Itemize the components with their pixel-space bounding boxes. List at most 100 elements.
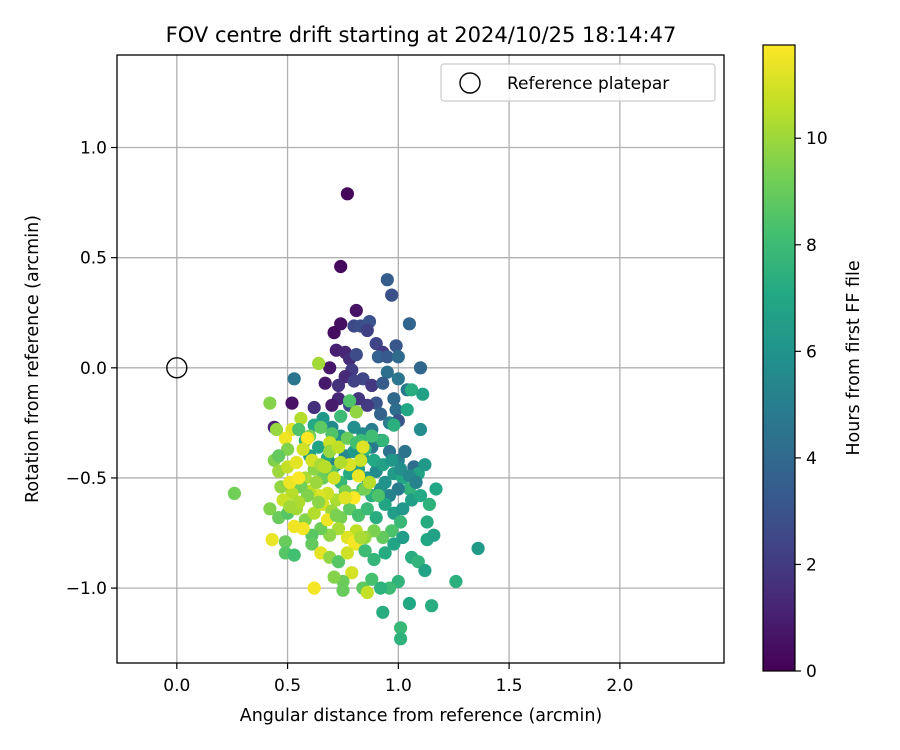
scatter-point: [294, 411, 308, 426]
scatter-point: [325, 398, 339, 412]
scatter-point: [391, 350, 405, 364]
scatter-point: [376, 376, 390, 390]
scatter-point: [331, 555, 346, 569]
scatter-point: [307, 400, 321, 415]
colorbar-ticks: 0 2 4 6 8 10: [795, 129, 828, 682]
scatter-point: [334, 409, 348, 423]
scatter-point: [374, 581, 388, 595]
y-axis-ticks: −1.0 −0.5 0.0 0.5 1.0: [66, 139, 117, 599]
legend-marker-icon: [459, 72, 481, 94]
scatter-point: [309, 475, 323, 489]
scatter-point: [278, 431, 292, 445]
scatter-point: [312, 495, 326, 509]
scatter-point: [312, 440, 326, 454]
scatter-point: [367, 552, 381, 567]
y-axis-label: Rotation from reference (arcmin): [23, 215, 43, 503]
scatter-point: [329, 508, 343, 522]
scatter-point: [398, 444, 412, 459]
scatter-point: [365, 429, 379, 443]
scatter-point: [300, 431, 315, 445]
legend-entry-label: Reference platepar: [507, 74, 669, 94]
y-tick-label: −1.0: [66, 579, 107, 599]
scatter-point: [362, 475, 377, 489]
colorbar-tick-label: 0: [806, 662, 817, 682]
scatter-point: [389, 403, 403, 417]
scatter-point: [314, 420, 328, 434]
y-tick-label: 0.5: [80, 249, 107, 269]
scatter-point: [292, 471, 306, 485]
scatter-point: [347, 420, 361, 434]
scatter-point: [334, 259, 348, 274]
scatter-point: [287, 372, 301, 386]
scatter-point: [343, 394, 357, 408]
scatter-point: [354, 530, 368, 545]
scatter-point: [340, 187, 354, 201]
scatter-point: [327, 326, 341, 340]
x-tick-label: 0.0: [163, 676, 190, 696]
scatter-point: [376, 433, 390, 448]
scatter-point: [360, 502, 374, 516]
scatter-point: [287, 548, 301, 562]
scatter-point: [365, 378, 379, 392]
scatter-point: [296, 442, 310, 456]
scatter-point: [387, 418, 401, 432]
scatter-point: [305, 537, 319, 551]
x-axis-ticks: 0.0 0.5 1.0 1.5 2.0: [163, 663, 633, 696]
scatter-point: [420, 515, 434, 529]
y-tick-label: −0.5: [66, 469, 107, 489]
reference-marker-layer: [166, 357, 188, 379]
x-tick-label: 0.5: [274, 676, 301, 696]
scatter-point: [285, 396, 299, 410]
scatter-point: [227, 486, 241, 500]
scatter-point: [318, 376, 332, 390]
plot-frame: [116, 54, 725, 664]
scatter-point: [380, 273, 394, 287]
data-points: [227, 187, 485, 646]
scatter-point: [422, 497, 436, 511]
scatter-point: [283, 500, 297, 514]
scatter-point: [307, 506, 321, 520]
y-tick-label: 0.0: [80, 359, 107, 379]
scatter-point: [387, 392, 401, 406]
scatter-point: [413, 361, 428, 375]
grid: [117, 55, 724, 663]
scatter-point: [391, 372, 405, 386]
scatter-point: [394, 621, 408, 635]
scatter-point: [327, 471, 341, 485]
scatter-point: [349, 303, 363, 318]
scatter-point: [427, 528, 441, 542]
colorbar-tick-label: 6: [806, 342, 817, 362]
scatter-point: [376, 605, 390, 619]
scatter-point: [263, 502, 277, 516]
colorbar-tick-label: 10: [806, 129, 828, 149]
scatter-point: [400, 403, 414, 417]
scatter-point: [323, 361, 337, 375]
scatter-point: [396, 502, 410, 516]
colorbar: 0 2 4 6 8 10 Hours from first FF file: [762, 44, 864, 682]
scatter-point: [471, 541, 485, 556]
scatter-point: [312, 356, 326, 370]
scatter-point: [356, 440, 370, 454]
scatter-point: [263, 396, 277, 410]
scatter-point: [331, 440, 346, 454]
scatter-point: [334, 455, 348, 470]
colorbar-label: Hours from first FF file: [844, 260, 864, 455]
scatter-point: [265, 533, 279, 547]
scatter-point: [289, 455, 303, 470]
scatter-point: [409, 475, 423, 489]
scatter-point: [402, 596, 416, 611]
scatter-point: [336, 583, 350, 597]
scatter-point: [345, 566, 359, 580]
scatter-point: [371, 489, 385, 503]
chart-title: FOV centre drift starting at 2024/10/25 …: [166, 23, 677, 47]
colorbar-tick-label: 4: [806, 449, 817, 469]
scatter-point: [396, 530, 410, 545]
x-tick-label: 1.0: [385, 676, 412, 696]
scatter-point: [338, 491, 352, 505]
colorbar-tick-label: 8: [806, 236, 817, 256]
scatter-point: [380, 365, 394, 379]
scatter-point: [318, 460, 332, 474]
scatter-point: [340, 546, 354, 560]
